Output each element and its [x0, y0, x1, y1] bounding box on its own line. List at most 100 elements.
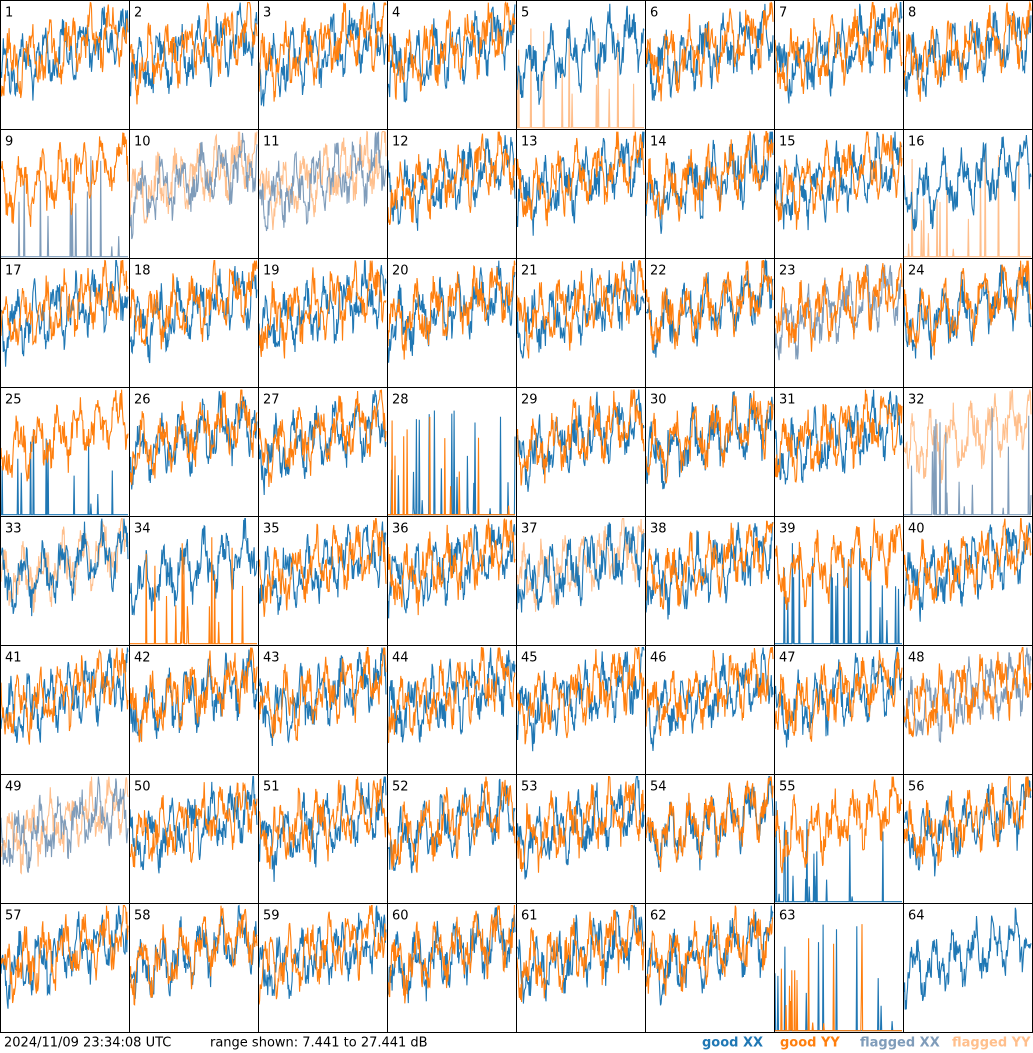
spectrum-yy — [516, 131, 645, 227]
spectrum-yy — [387, 647, 516, 744]
spectrum-xx — [775, 801, 902, 903]
panel-label: 24 — [908, 264, 925, 279]
spectrum-yy — [258, 905, 387, 1005]
panel-label: 10 — [134, 135, 151, 150]
panel-label: 6 — [650, 6, 658, 21]
panel-label: 37 — [521, 522, 538, 537]
panel-label: 17 — [5, 264, 22, 279]
spectrum-yy — [774, 776, 903, 874]
panel-label: 44 — [392, 651, 409, 666]
spectrum-yy — [903, 389, 1032, 484]
spectrum-xx — [129, 518, 258, 616]
spectrum-xx — [903, 134, 1032, 231]
spectrum-xx — [516, 776, 645, 880]
spectrum-xx — [258, 390, 387, 496]
panel-label: 36 — [392, 522, 409, 537]
spectrum-xx — [903, 264, 1032, 360]
panel-label: 63 — [779, 909, 796, 924]
spectrum-xx — [258, 260, 387, 353]
spectrum-yy — [645, 260, 774, 351]
spectrum-yy — [258, 2, 387, 102]
panel-label: 53 — [521, 780, 538, 795]
panel-label: 35 — [263, 522, 280, 537]
spectrum-xx — [516, 522, 645, 613]
panel-label: 64 — [908, 909, 925, 924]
panel-label: 39 — [779, 522, 796, 537]
panel-label: 33 — [5, 522, 22, 537]
panel-label: 40 — [908, 522, 925, 537]
spectrum-xx — [0, 647, 129, 744]
panel-label: 52 — [392, 780, 409, 795]
spectrum-yy — [903, 775, 1032, 866]
spectrum-xx — [774, 263, 903, 361]
panel-label: 12 — [392, 135, 409, 150]
panel-label: 29 — [521, 393, 538, 408]
spectrum-yy — [645, 776, 774, 873]
legend-entry: flagged XX — [860, 1036, 940, 1051]
spectrum-xx — [0, 518, 129, 617]
spectrum-xx — [387, 523, 516, 619]
panel-label: 43 — [263, 651, 280, 666]
panel-label: 38 — [650, 522, 667, 537]
spectrum-yy — [774, 649, 903, 742]
panel-label: 56 — [908, 780, 925, 795]
panel-label: 15 — [779, 135, 796, 150]
panel-label: 28 — [392, 393, 409, 408]
spectrum-xx — [129, 132, 258, 240]
panel-label: 51 — [263, 780, 280, 795]
spectrum-yy — [516, 259, 645, 359]
panel-label: 13 — [521, 135, 538, 150]
spectrum-yy — [645, 647, 774, 737]
panel-label: 3 — [263, 6, 271, 21]
spectrum-yy — [774, 131, 903, 230]
spectrum-yy — [129, 389, 258, 485]
spectrum-xx — [258, 647, 387, 747]
spectrum-xx — [258, 1, 387, 107]
panel-label: 45 — [521, 651, 538, 666]
timestamp: 2024/11/09 23:34:08 UTC — [4, 1036, 171, 1051]
spectrum-yy — [775, 924, 902, 1032]
spectrum-yy — [774, 263, 903, 352]
spectrum-yy — [516, 905, 645, 1003]
spectrum-xx — [774, 2, 903, 104]
panel-label: 61 — [521, 909, 538, 924]
spectrum-xx — [387, 778, 516, 874]
spectrum-yy — [903, 518, 1032, 611]
spectrum-yy — [258, 389, 387, 488]
spectrum-xx — [1, 429, 128, 516]
spectrum-xx — [516, 3, 645, 105]
spectrum-yy — [645, 130, 774, 222]
spectrum-yy — [387, 131, 516, 226]
legend-entry: flagged YY — [952, 1036, 1031, 1051]
panel-label: 27 — [263, 393, 280, 408]
spectrum-xx — [904, 408, 1032, 516]
panel-label: 1 — [5, 6, 13, 21]
spectrum-yy — [0, 132, 129, 227]
spectrum-yy — [129, 905, 258, 1006]
spectrum-yy — [0, 389, 129, 482]
panel-label: 30 — [650, 393, 667, 408]
spectrum-yy — [516, 21, 644, 129]
panel-label: 48 — [908, 651, 925, 666]
panel-label: 46 — [650, 651, 667, 666]
panel-label: 25 — [5, 393, 22, 408]
spectrum-yy — [129, 260, 258, 350]
spectrum-yy — [645, 905, 774, 996]
spectrum-yy — [387, 1, 516, 100]
spectrum-yy — [0, 259, 129, 346]
spectrum-yy — [258, 260, 387, 359]
spectrum-xx — [903, 521, 1032, 622]
panel-label: 26 — [134, 393, 151, 408]
panel-label: 21 — [521, 264, 538, 279]
spectrum-yy — [388, 416, 515, 516]
spectrum-yy — [130, 537, 257, 645]
spectrum-yy — [258, 130, 387, 231]
panel-label: 5 — [521, 6, 529, 21]
spectrum-xx — [129, 776, 258, 874]
spectrum-yy — [387, 260, 516, 360]
spectrum-yy — [387, 776, 516, 873]
panel-label: 9 — [5, 135, 13, 150]
panel-label: 60 — [392, 909, 409, 924]
spectrum-xx — [0, 260, 129, 367]
